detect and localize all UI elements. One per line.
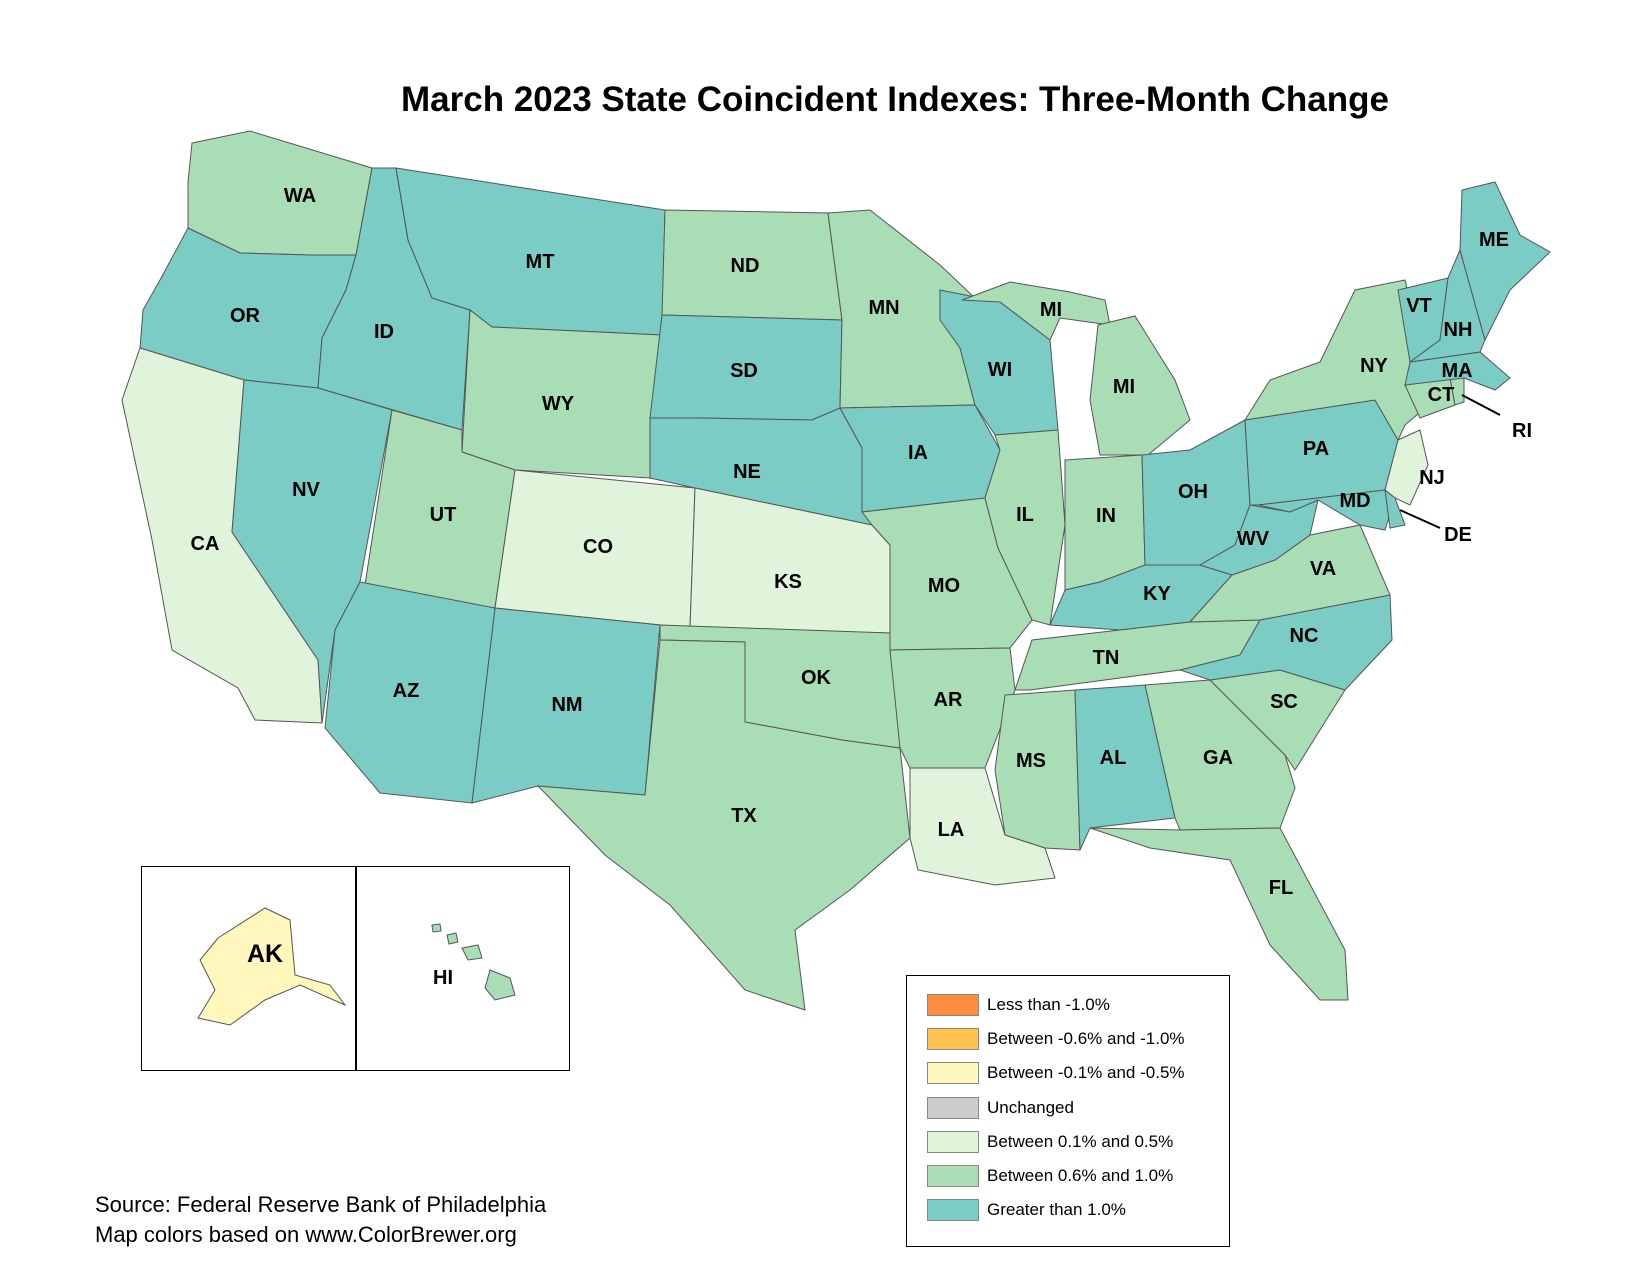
label-ca: CA (191, 533, 220, 555)
label-ga: GA (1203, 747, 1233, 769)
label-mi-lower: MI (1113, 376, 1135, 398)
label-wy: WY (542, 393, 575, 415)
label-az: AZ (393, 680, 420, 702)
label-mn: MN (868, 297, 899, 319)
legend-label: Between 0.6% and 1.0% (987, 1165, 1174, 1185)
label-vt: VT (1406, 295, 1432, 317)
label-co: CO (583, 536, 613, 558)
label-ma: MA (1441, 360, 1472, 382)
source-line: Map colors based on www.ColorBrewer.org (95, 1222, 517, 1247)
legend-label: Between -0.1% and -0.5% (987, 1063, 1185, 1083)
label-nc: NC (1290, 625, 1319, 647)
state-wa[interactable] (187, 130, 373, 256)
label-nh: NH (1444, 319, 1473, 341)
legend-item: Between -0.6% and -1.0% (927, 1028, 1229, 1062)
label-mi-upper: MI (1040, 299, 1062, 321)
label-sd: SD (730, 360, 758, 382)
label-la: LA (938, 819, 965, 841)
leader-line-de (1399, 509, 1441, 529)
label-nj: NJ (1419, 467, 1445, 489)
inset-frame (141, 866, 570, 1071)
leader-line-ri (1461, 394, 1501, 416)
legend-item: Unchanged (927, 1096, 1229, 1131)
label-ok: OK (801, 667, 832, 689)
label-wv: WV (1237, 528, 1270, 550)
label-tx: TX (731, 805, 757, 827)
state-hi-kauai[interactable] (431, 923, 442, 933)
inset-divider (355, 867, 357, 1070)
label-ne: NE (733, 461, 761, 483)
label-il: IL (1016, 504, 1034, 526)
label-mo: MO (928, 575, 960, 597)
label-ky: KY (1143, 583, 1171, 605)
legend-swatch (927, 1028, 979, 1051)
label-or: OR (230, 305, 261, 327)
legend: Less than -1.0% Between -0.6% and -1.0% Be… (906, 975, 1230, 1247)
label-al: AL (1100, 747, 1127, 769)
label-hi: HI (433, 967, 453, 989)
state-nc[interactable] (1178, 594, 1393, 691)
label-nv: NV (292, 479, 320, 501)
label-oh: OH (1178, 481, 1208, 503)
legend-swatch (927, 1199, 979, 1222)
label-ks: KS (774, 571, 802, 593)
legend-item: Less than -1.0% (927, 994, 1229, 1028)
state-de[interactable] (1384, 488, 1406, 529)
label-mt: MT (526, 251, 555, 273)
label-nd: ND (731, 255, 760, 277)
state-me[interactable] (1459, 181, 1551, 342)
legend-label: Between 0.1% and 0.5% (987, 1131, 1174, 1151)
legend-label: Unchanged (987, 1097, 1074, 1117)
state-hi-oahu[interactable] (446, 932, 459, 945)
legend-item: Between -0.1% and -0.5% (927, 1062, 1229, 1096)
label-ut: UT (430, 504, 457, 526)
state-al[interactable] (1074, 684, 1176, 851)
legend-label: Less than -1.0% (987, 995, 1110, 1014)
label-sc: SC (1270, 691, 1298, 713)
state-hi-big[interactable] (484, 969, 516, 1001)
source-note: Source: Federal Reserve Bank of Philadel… (95, 1190, 546, 1250)
legend-swatch (927, 1164, 979, 1187)
label-in: IN (1096, 505, 1116, 527)
label-tn: TN (1093, 647, 1120, 669)
label-id: ID (374, 321, 394, 343)
legend-label: Greater than 1.0% (987, 1200, 1126, 1220)
legend-swatch (927, 1096, 979, 1119)
legend-item: Greater than 1.0% (927, 1199, 1229, 1233)
state-la[interactable] (909, 767, 1056, 886)
state-hi-maui[interactable] (461, 944, 483, 961)
label-de: DE (1444, 524, 1472, 546)
legend-swatch (927, 994, 979, 1016)
label-ct: CT (1428, 384, 1455, 406)
label-wi: WI (988, 359, 1012, 381)
label-nm: NM (551, 694, 582, 716)
label-ri: RI (1512, 420, 1532, 442)
label-md: MD (1339, 490, 1370, 512)
legend-item: Between 0.6% and 1.0% (927, 1164, 1229, 1199)
state-ak[interactable] (197, 907, 347, 1026)
legend-label: Between -0.6% and -1.0% (987, 1029, 1185, 1049)
label-me: ME (1479, 229, 1509, 251)
state-tx[interactable] (536, 639, 911, 1011)
label-ak: AK (247, 940, 283, 968)
label-wa: WA (284, 185, 316, 207)
map-title: March 2023 State Coincident Indexes: Thr… (401, 80, 1389, 119)
legend-swatch (927, 1062, 979, 1085)
state-il[interactable] (984, 429, 1066, 626)
label-va: VA (1310, 558, 1336, 580)
label-ia: IA (908, 442, 928, 464)
label-ar: AR (934, 689, 963, 711)
legend-swatch (927, 1130, 979, 1153)
state-fl[interactable] (1089, 827, 1349, 1001)
label-ny: NY (1360, 355, 1388, 377)
label-ms: MS (1016, 750, 1046, 772)
state-mi-lower[interactable] (1089, 315, 1191, 456)
label-pa: PA (1303, 438, 1329, 460)
label-fl: FL (1269, 877, 1293, 899)
source-line: Source: Federal Reserve Bank of Philadel… (95, 1192, 547, 1217)
legend-item: Between 0.1% and 0.5% (927, 1130, 1229, 1165)
